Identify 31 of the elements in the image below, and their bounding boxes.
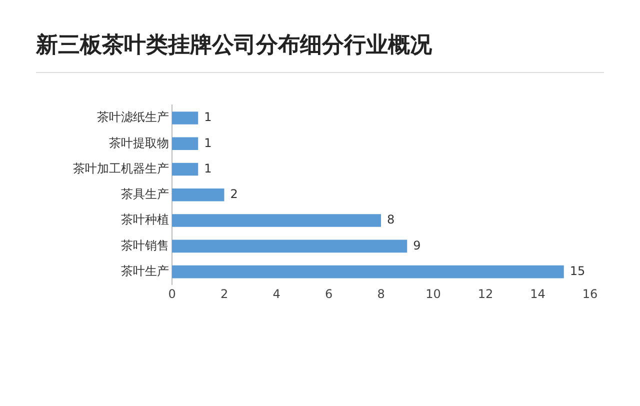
x-tick-label: 12 — [478, 286, 494, 301]
y-tick-label: 茶叶种植 — [121, 212, 169, 227]
data-label: 15 — [570, 264, 586, 278]
y-tick-label: 茶叶生产 — [121, 264, 169, 278]
chart-title: 新三板茶叶类挂牌公司分布细分行业概况 — [36, 32, 432, 60]
x-tick-label: 2 — [220, 286, 228, 301]
x-tick-label: 14 — [530, 286, 546, 301]
x-tick-label: 6 — [324, 286, 333, 301]
bar — [172, 214, 381, 227]
y-tick-label: 茶叶加工机器生产 — [73, 161, 169, 176]
data-label: 1 — [204, 136, 212, 150]
bar — [172, 240, 408, 253]
data-label: 9 — [413, 238, 421, 252]
data-label: 1 — [204, 110, 212, 124]
x-tick-label: 8 — [377, 286, 385, 301]
y-tick-label: 茶叶提取物 — [109, 136, 169, 150]
data-label: 1 — [204, 161, 212, 176]
x-tick-label: 10 — [426, 286, 441, 301]
bar — [172, 162, 198, 176]
bar — [172, 112, 198, 124]
y-tick-label: 茶叶销售 — [121, 238, 169, 252]
bar — [172, 265, 564, 278]
data-label: 2 — [230, 187, 238, 202]
x-tick-label: 0 — [168, 286, 176, 301]
x-tick-label: 4 — [272, 286, 280, 301]
bar — [172, 137, 198, 150]
bar — [172, 188, 224, 202]
data-label: 8 — [387, 212, 395, 227]
x-tick-label: 16 — [582, 286, 598, 301]
y-tick-label: 茶具生产 — [121, 187, 169, 202]
y-tick-label: 茶叶滤纸生产 — [97, 110, 169, 124]
